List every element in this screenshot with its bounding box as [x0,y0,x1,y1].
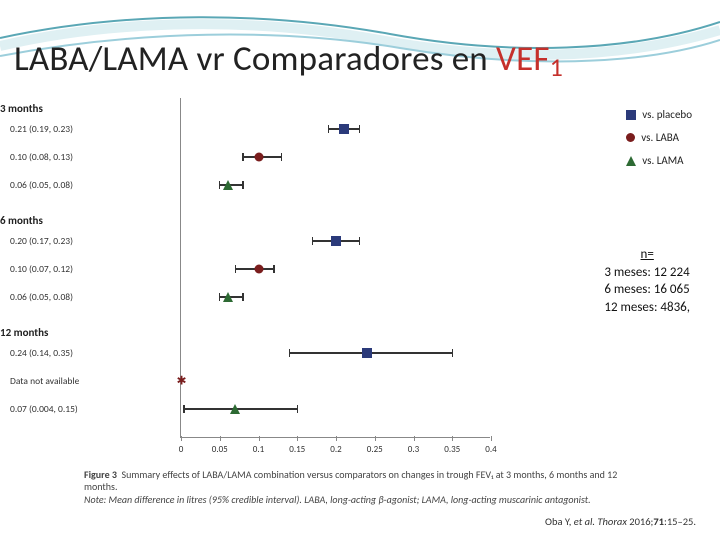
section-label: 12 months [0,326,48,339]
x-tick [336,436,337,441]
ci-cap [281,153,282,161]
tri-icon [626,156,636,166]
legend-item: vs. placebo [626,108,692,121]
ci-cap [359,237,360,245]
row-label: Data not available [10,375,79,387]
x-tick [375,436,376,441]
ci-cap [235,265,236,273]
ci-cap [452,349,453,357]
caption-body: Summary effects of LABA/LAMA combination… [84,468,617,494]
slide: LABA/LAMA vr Comparadores en VEF1 vs. pl… [0,0,720,540]
x-tick-label: 0.2 [330,444,341,455]
point-marker [331,236,341,246]
caption-fig: Figure 3 [84,468,117,481]
x-tick [220,436,221,441]
row-label: 0.06 (0.05, 0.08) [10,291,73,303]
ci-cap [219,293,220,301]
title-sub: 1 [550,51,563,83]
legend-label: vs. LAMA [642,154,683,167]
forest-plot: 00.050.10.150.20.250.30.350.4 3 months0.… [80,98,510,468]
point-marker [254,265,263,274]
point-marker [223,180,233,190]
row-label: 0.10 (0.08, 0.13) [10,151,73,163]
point-marker [362,348,372,358]
n-line: 3 meses: 12 224 [604,265,689,280]
sample-size-box: n= 3 meses: 12 224 6 meses: 16 065 12 me… [604,246,690,316]
x-tick-label: 0 [179,444,184,455]
ci-cap [219,181,220,189]
ci-cap [359,125,360,133]
ci-cap [242,181,243,189]
dna-marker: ✱ [177,374,187,389]
plot-area: 00.050.10.150.20.250.30.350.4 [180,98,490,438]
row-label: 0.24 (0.14, 0.35) [10,347,73,359]
ci-cap [328,125,329,133]
n-line: 12 meses: 4836, [604,300,690,315]
title-text: LABA/LAMA vr Comparadores en [14,38,496,80]
row-label: 0.10 (0.07, 0.12) [10,263,73,275]
x-tick-label: 0.4 [485,444,496,455]
title-vef: VEF [496,38,550,80]
legend-label: vs. LABA [641,131,679,144]
ci-cap [273,265,274,273]
legend-label: vs. placebo [642,108,692,121]
legend: vs. placebo vs. LABA vs. LAMA [626,108,692,177]
x-tick [414,436,415,441]
cite-pg: :15–25. [664,515,696,528]
row-label: 0.20 (0.17, 0.23) [10,235,73,247]
legend-item: vs. LAMA [626,154,692,167]
ci-cap [242,153,243,161]
x-tick [452,436,453,441]
n-heading: n= [604,246,690,264]
citation: Oba Y, et al. Thorax 2016;71:15–25. [545,515,696,528]
caption-note: Note: Mean difference in litres (95% cre… [84,493,591,506]
section-label: 3 months [0,102,43,115]
legend-item: vs. LABA [626,131,692,144]
x-tick [491,436,492,441]
cite-vol: 71 [653,515,664,528]
x-tick-label: 0.25 [367,444,383,455]
row-label: 0.07 (0.004, 0.15) [10,403,78,415]
row-label: 0.21 (0.19, 0.23) [10,123,73,135]
x-tick-label: 0.15 [289,444,305,455]
ci-cap [312,237,313,245]
x-tick-label: 0.05 [212,444,228,455]
section-label: 6 months [0,214,43,227]
cite-author: Oba Y, [545,515,574,528]
cite-etal: et al. Thorax [574,515,630,528]
point-marker [254,153,263,162]
slide-title: LABA/LAMA vr Comparadores en VEF1 [14,38,563,80]
x-tick [297,436,298,441]
ci-cap [183,405,184,413]
point-marker [230,404,240,414]
ci-line [184,408,297,409]
sq-icon [626,110,636,120]
x-tick-label: 0.3 [408,444,419,455]
point-marker [223,292,233,302]
point-marker [339,124,349,134]
ci-cap [297,405,298,413]
ci-cap [289,349,290,357]
circ-icon [626,133,635,142]
x-tick [259,436,260,441]
x-tick [181,436,182,441]
cite-rest: 2016; [629,515,653,528]
row-label: 0.06 (0.05, 0.08) [10,179,73,191]
n-line: 6 meses: 16 065 [604,282,689,297]
ci-cap [242,293,243,301]
figure-caption: Figure 3 Summary effects of LABA/LAMA co… [84,469,644,507]
x-tick-label: 0.35 [444,444,460,455]
x-tick-label: 0.1 [253,444,264,455]
